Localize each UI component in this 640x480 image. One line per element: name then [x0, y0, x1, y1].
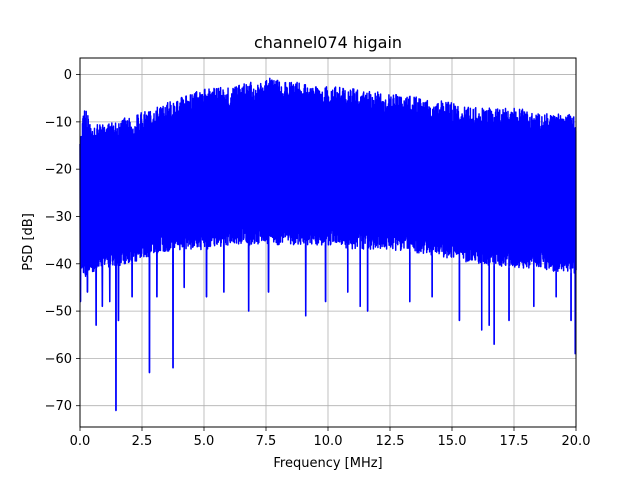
psd-series-line [79, 77, 577, 412]
y-tick-label: −10 [45, 115, 72, 130]
x-tick-label: 20.0 [562, 434, 591, 449]
x-axis-ticks: 0.0 2.5 5.0 7.5 10.0 12.5 15.0 17.5 20.0 [70, 427, 591, 449]
y-axis-label: PSD [dB] [21, 213, 36, 271]
x-tick-label: 5.0 [194, 434, 215, 449]
x-tick-label: 10.0 [314, 434, 343, 449]
x-tick-label: 15.0 [438, 434, 467, 449]
y-tick-label: −70 [45, 399, 72, 414]
x-tick-label: 17.5 [500, 434, 529, 449]
y-tick-label: −40 [45, 257, 72, 272]
y-tick-label: −50 [45, 305, 72, 320]
chart-title: channel074 higain [254, 33, 402, 52]
x-axis-label: Frequency [MHz] [273, 456, 382, 471]
y-axis-ticks: 0 −10 −20 −30 −40 −50 −60 −70 [45, 68, 80, 414]
y-tick-label: −20 [45, 163, 72, 178]
x-tick-label: 0.0 [70, 434, 91, 449]
x-tick-label: 12.5 [376, 434, 405, 449]
y-tick-label: 0 [64, 68, 72, 83]
x-tick-label: 7.5 [256, 434, 277, 449]
y-tick-label: −30 [45, 210, 72, 225]
y-tick-label: −60 [45, 352, 72, 367]
plot-area [79, 77, 577, 412]
x-tick-label: 2.5 [132, 434, 153, 449]
